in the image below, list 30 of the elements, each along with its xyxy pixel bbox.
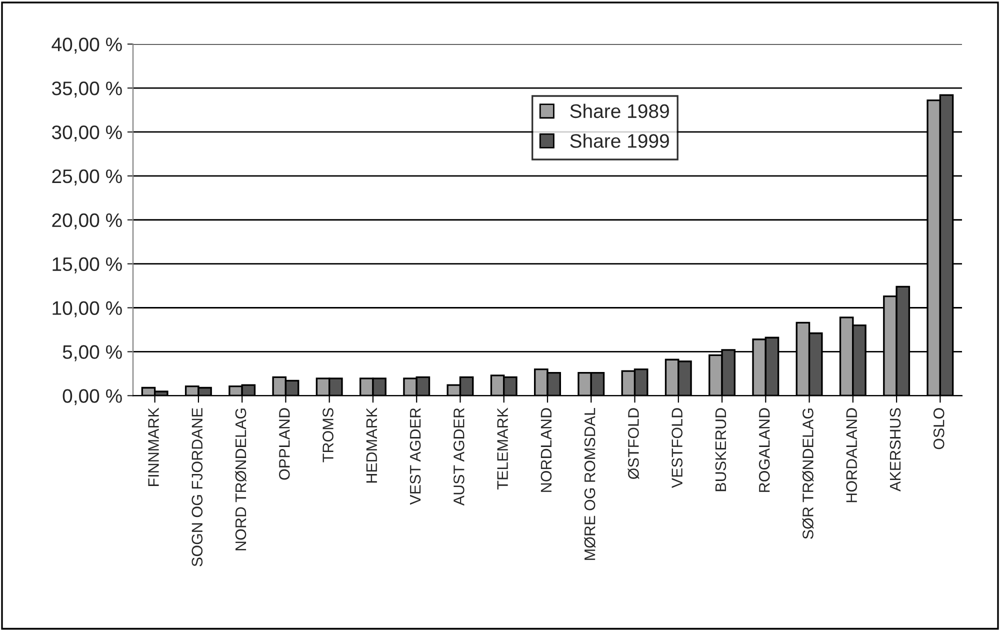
x-tick-label: MØRE OG ROMSDAL	[584, 408, 596, 560]
y-tick-label: 10,00 %	[52, 301, 122, 318]
x-tick-label: TROMS	[322, 408, 334, 462]
legend-label: Share 1989	[570, 104, 669, 118]
x-tick-label: VESTFOLD	[672, 408, 682, 488]
x-tick-label: SØR TRØNDELAG	[802, 408, 814, 539]
y-tick-label: 20,00 %	[52, 213, 122, 230]
legend-label: Share 1999	[570, 134, 669, 148]
y-tick-label: 5,00 %	[62, 345, 122, 362]
x-tick-label: VEST AGDER	[410, 408, 421, 505]
x-tick-label: ØSTFOLD	[628, 408, 640, 480]
x-tick-label: FINNMARK	[148, 408, 159, 486]
x-tick-label: SOGN OG FJORDANE	[192, 408, 203, 566]
x-tick-label: BUSKERUD	[715, 408, 726, 492]
x-tick-label: HEDMARK	[366, 408, 377, 483]
y-tick-label: 0,00 %	[62, 389, 122, 406]
y-tick-label: 15,00 %	[52, 257, 122, 274]
x-tick-label: AUST AGDER	[454, 408, 464, 506]
x-tick-label: NORD TRØNDELAG	[235, 408, 246, 550]
x-tick-label: OSLO	[933, 408, 944, 450]
x-tick-label: TELEMARK	[497, 408, 508, 490]
y-tick-label: 25,00 %	[52, 169, 122, 186]
x-tick-label: OPPLAND	[278, 408, 290, 480]
y-tick-label: 35,00 %	[52, 82, 122, 98]
x-tick-label: HORDALAND	[846, 408, 858, 502]
y-tick-label: 30,00 %	[52, 125, 122, 142]
y-tick-label: 40,00 %	[52, 38, 122, 54]
x-tick-label: NORDLAND	[540, 408, 552, 492]
x-tick-label: AKERSHUS	[890, 408, 901, 492]
x-tick-label: ROGALAND	[758, 408, 770, 492]
